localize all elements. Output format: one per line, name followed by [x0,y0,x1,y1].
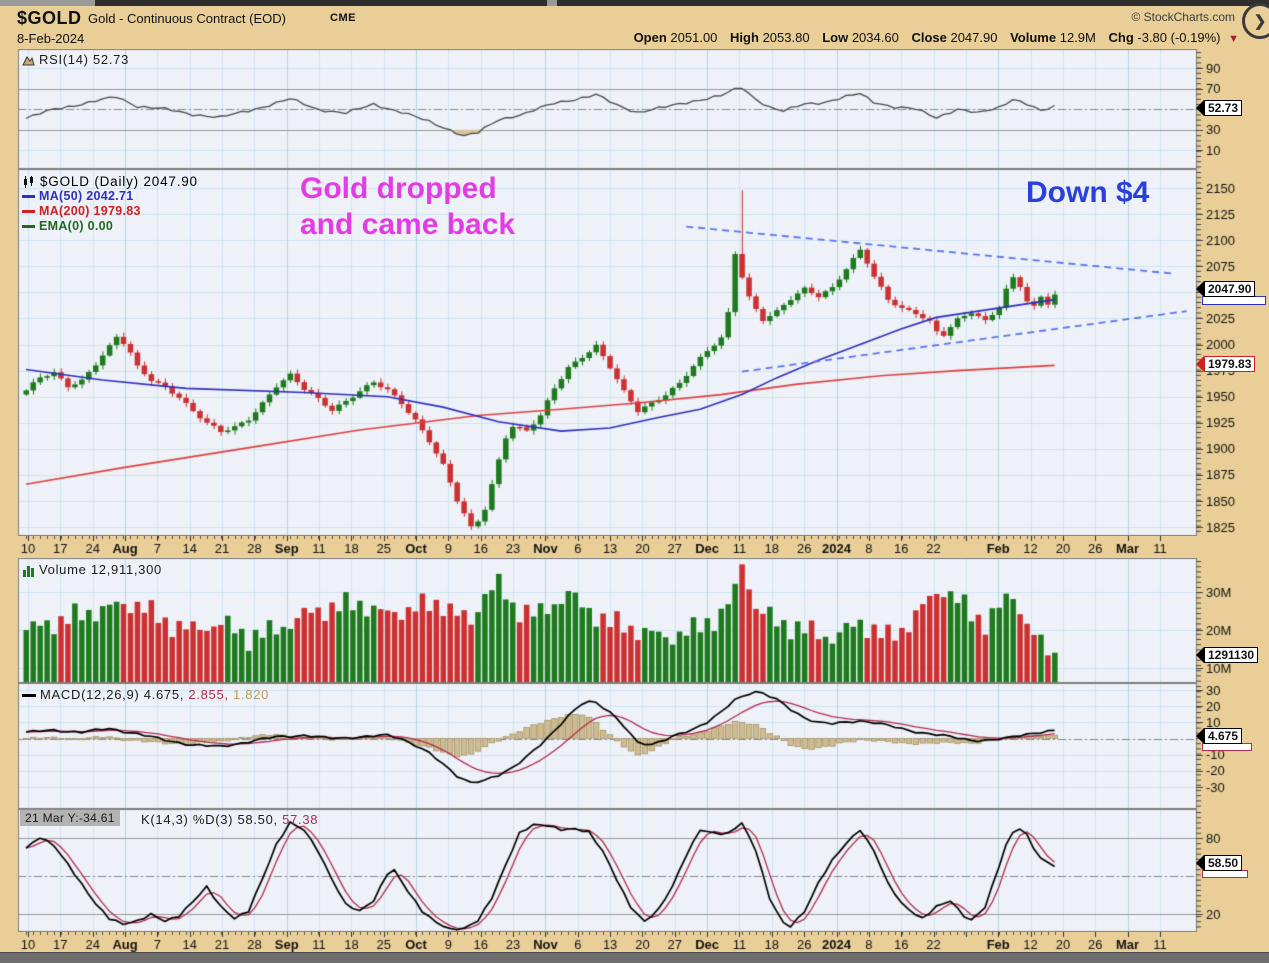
price-panel-canvas[interactable] [0,169,1269,536]
macd-legend: MACD(12,26,9) 4.675, 2.855, 1.820 [22,687,269,702]
ema-legend-row: EMA(0) 0.00 [22,219,198,234]
volume-value-box: 1291130 [1196,647,1259,663]
chart-date: 8-Feb-2024 [17,31,85,46]
macd-panel-canvas[interactable] [0,683,1269,809]
volume-value: 12.9M [1059,30,1096,45]
macd-signal-box-edge [1202,743,1252,751]
value-box-arrow [1196,728,1204,744]
volume-panel-canvas[interactable] [0,558,1269,683]
macd-line-swatch [22,694,36,698]
window-edge-segment [95,0,547,6]
window-bottom-edge [0,952,1269,963]
date-axis-top-canvas [0,536,1269,558]
close-value: 2047.90 [950,30,998,45]
volume-legend: Volume 12,911,300 [22,562,162,577]
price-legend-title: $GOLD (Daily) 2047.90 [40,174,198,189]
candlestick-chart-icon [24,176,33,189]
value-box-arrow [1196,647,1204,663]
rsi-panel-canvas[interactable] [0,49,1269,169]
value-box-arrow [1196,855,1204,871]
ema-line-swatch [22,225,35,229]
ma200-value-box: 1979.83 [1196,356,1256,372]
high-value: 2053.80 [762,30,810,45]
last-price-box: 2047.90 [1196,281,1256,297]
macd-signal-value: 2.855, [188,687,229,702]
high-label: High [730,30,759,45]
low-label: Low [822,30,849,45]
close-label: Close [911,30,947,45]
quote-summary: Open 2051.00 High 2053.80 Low 2034.60 Cl… [625,30,1239,45]
chevron-right-icon: ❯ [1253,13,1267,30]
date-axis-bottom-canvas [0,932,1269,952]
stoch-value-box: 58.50 [1196,855,1243,871]
ma200-legend-row: MA(200) 1979.83 [22,204,198,219]
annotation-down-4: Down $4 [1026,176,1150,209]
value-box-arrow [1196,100,1204,116]
annotation-gold-dropped: Gold dropped and came back [300,172,516,241]
value-box-arrow [1196,281,1204,297]
low-value: 2034.60 [851,30,899,45]
ma50-line-swatch [22,195,35,199]
rsi-value-box: 52.73 [1196,100,1243,116]
macd-hist-value: 1.820 [233,687,270,702]
ma50-legend-row: MA(50) 2042.71 [22,189,198,204]
copyright-label: © StockCharts.com [1131,10,1235,24]
open-value: 2051.00 [670,30,718,45]
stoch-d-value: 57.38 [282,812,319,827]
open-label: Open [633,30,667,45]
ma50-value-box-edge [1202,296,1266,305]
rsi-legend: RSI(14) 52.73 [22,52,129,67]
price-legend-title-row: $GOLD (Daily) 2047.90 [22,174,198,189]
window-edge-segment [557,0,1269,6]
stochastics-panel-canvas[interactable] [0,809,1269,932]
ticker-symbol: $GOLD [17,8,82,28]
instrument-name: Gold - Continuous Contract (EOD) [88,11,286,26]
volume-bars-icon [23,565,34,577]
value-box-arrow [1196,356,1204,372]
next-chart-button[interactable]: ❯ [1242,3,1269,39]
indicator-mountain-icon [22,56,35,66]
price-legend: $GOLD (Daily) 2047.90 MA(50) 2042.71 MA(… [22,174,198,234]
crosshair-info-box: 21 Mar Y:-34.61 [20,810,120,826]
chg-label: Chg [1108,30,1134,45]
volume-label: Volume [1010,30,1057,45]
window-top-edge [0,0,1269,6]
exchange-label: CME [330,12,356,24]
stoch-d-box-edge [1202,870,1248,878]
chg-value: -3.80 (-0.19%) [1137,30,1221,45]
change-dropdown-caret[interactable]: ▼ [1228,33,1239,45]
ma200-line-swatch [22,210,35,214]
macd-value-box: 4.675 [1196,728,1243,744]
stochastics-legend: K(14,3) %D(3) 58.50, 57.38 [141,812,319,827]
